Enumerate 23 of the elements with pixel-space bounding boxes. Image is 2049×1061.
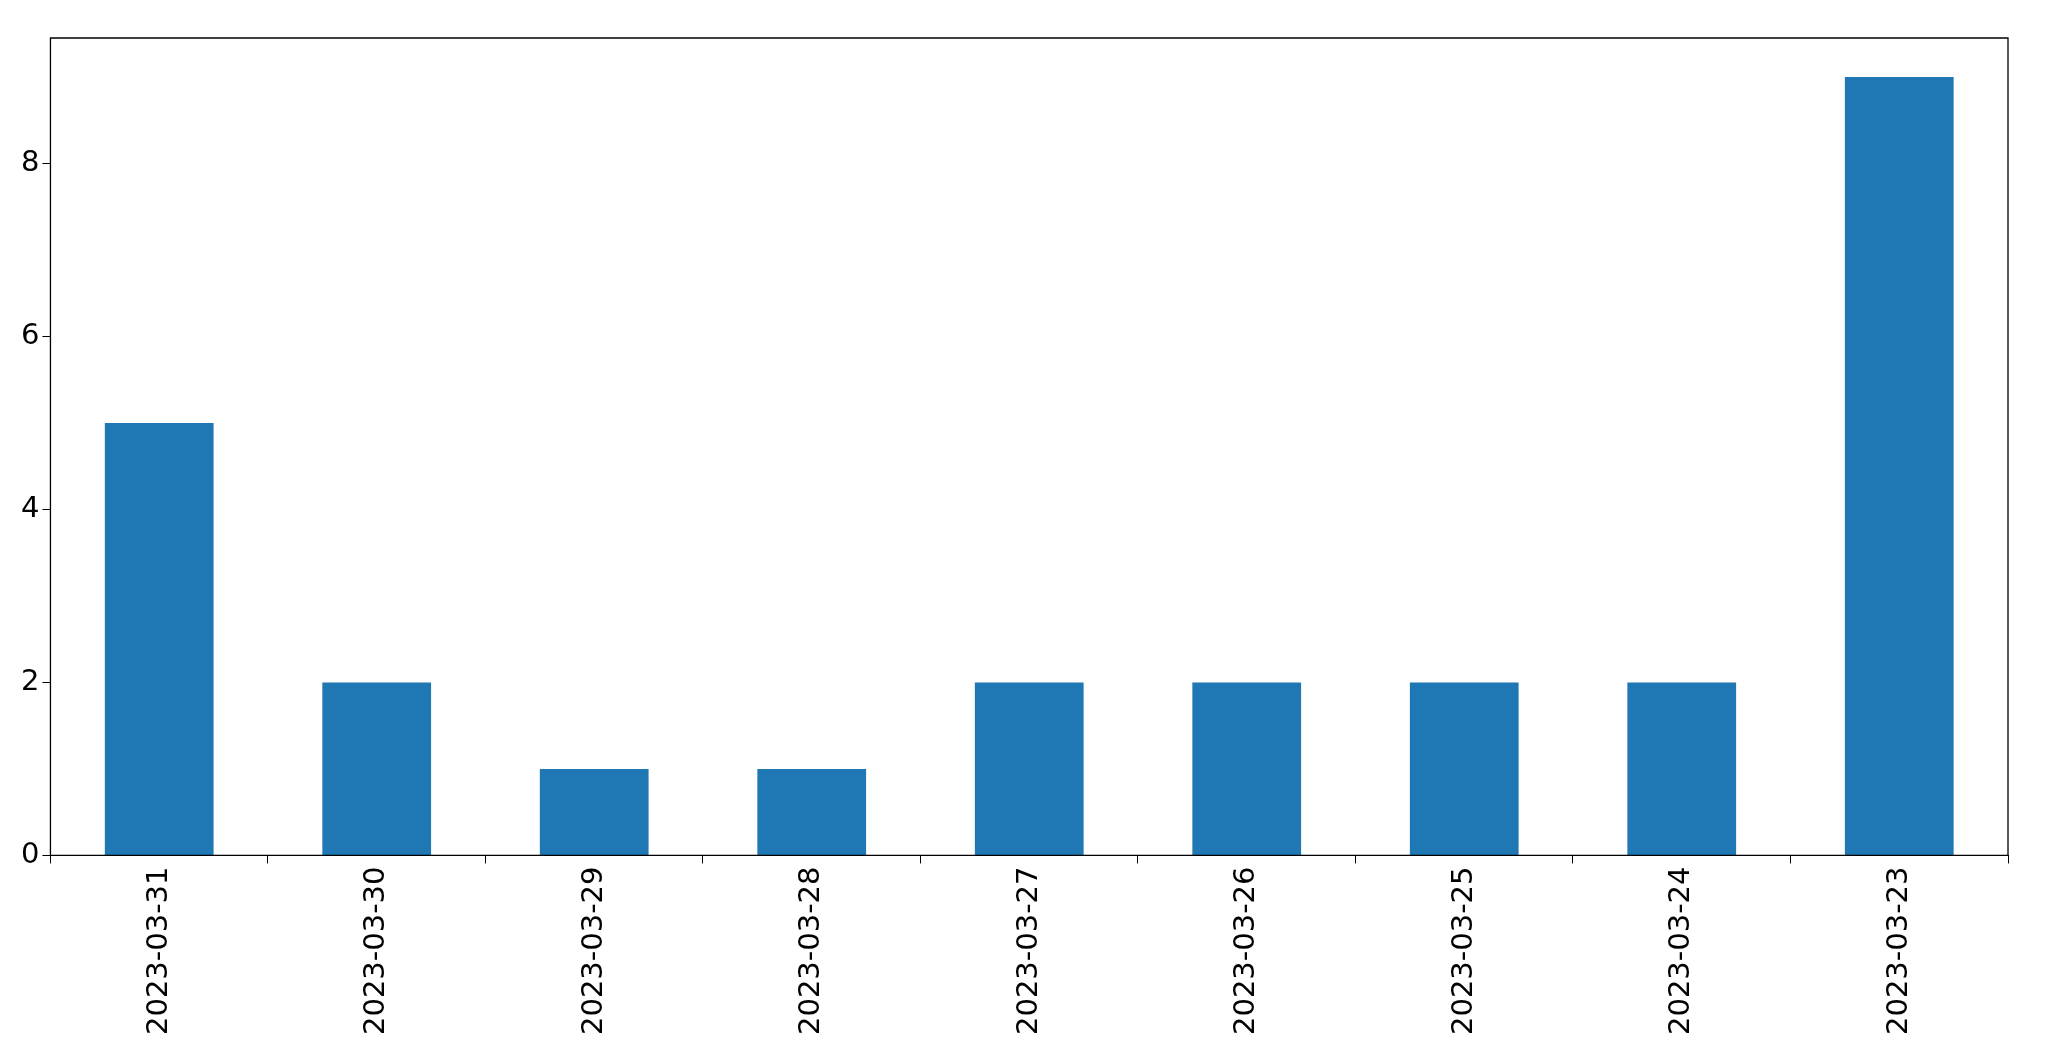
x-tick-label: 2023-03-28 [792,866,827,1036]
x-tick-label: 2023-03-26 [1227,866,1262,1036]
bar [104,422,214,855]
y-tick-label: 8 [21,143,40,178]
bar [1192,682,1302,855]
x-tick-label: 2023-03-24 [1662,866,1697,1036]
bar [1844,76,1954,855]
y-tick-label: 4 [21,489,40,524]
x-tick-label: 2023-03-30 [357,866,392,1036]
bar [1409,682,1519,855]
x-tick-label: 2023-03-27 [1009,866,1044,1036]
x-tick-label: 2023-03-31 [139,866,174,1036]
bar [974,682,1084,855]
x-tick-label: 2023-03-25 [1444,866,1479,1036]
y-tick-label: 2 [21,662,40,697]
x-tick-label: 2023-03-23 [1879,866,1914,1036]
bar [322,682,432,855]
bar [539,768,649,855]
x-tick-label: 2023-03-29 [574,866,609,1036]
y-tick-label: 6 [21,316,40,351]
y-tick-label: 0 [21,836,40,870]
bar [1627,682,1737,855]
bar [757,768,867,855]
